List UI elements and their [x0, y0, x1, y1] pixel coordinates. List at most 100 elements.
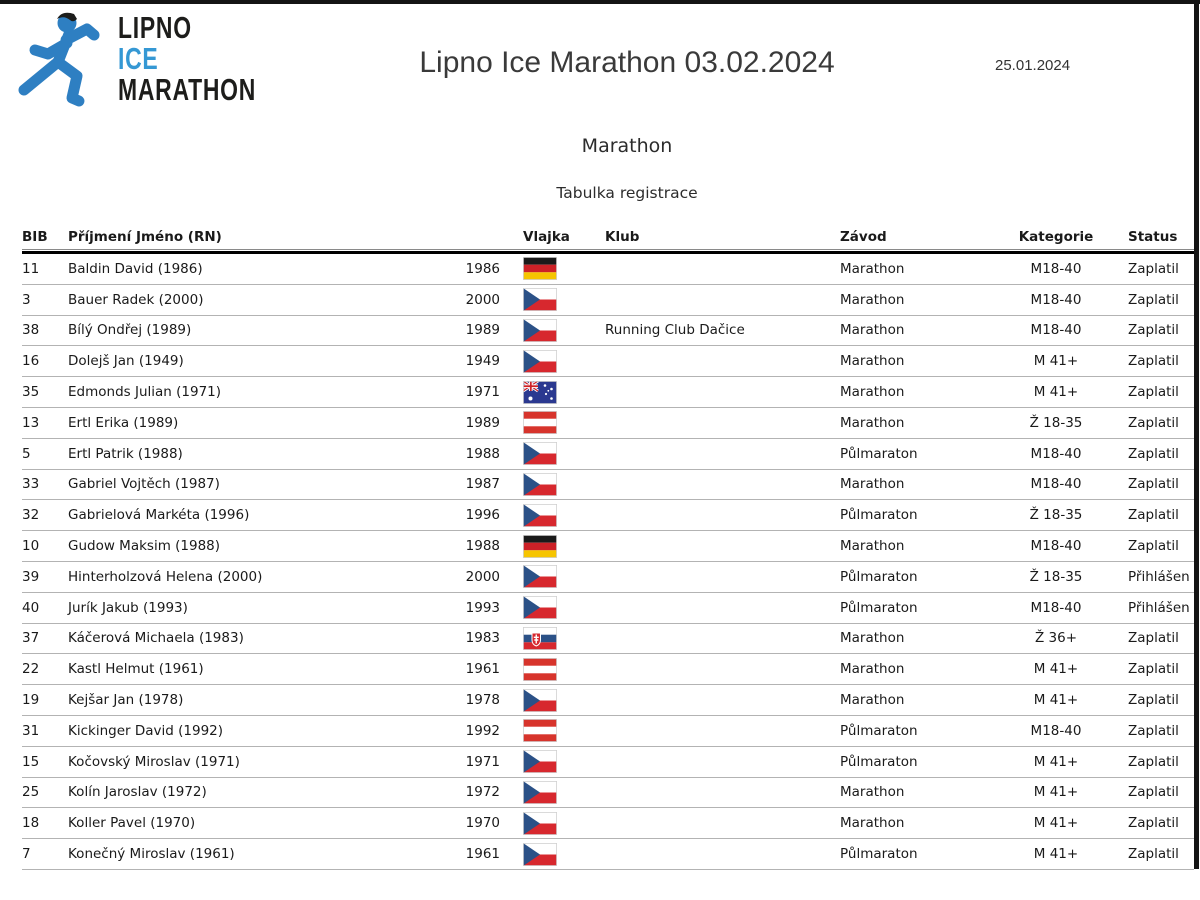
- name-cell: Gabrielová Markéta (1996): [68, 507, 250, 524]
- flag-icon-austria: [523, 654, 579, 684]
- name-cell: Dolejš Jan (1949): [68, 353, 184, 370]
- year-cell: 1972: [465, 784, 500, 801]
- flag-icon-germany: [523, 531, 579, 561]
- name-cell: Gudow Maksim (1988): [68, 538, 221, 555]
- year-cell: 1987: [465, 476, 500, 493]
- status-cell: Přihlášen: [1128, 599, 1190, 616]
- table-row: 13 Ertl Erika (1989) 1989 Marathon Ž 18-…: [22, 408, 1194, 439]
- klub-cell: Running Club Dačice: [605, 322, 745, 339]
- year-cell: 1970: [465, 815, 500, 832]
- status-cell: Zaplatil: [1128, 322, 1179, 339]
- kategorie-cell: M18-40: [1030, 599, 1082, 616]
- bib-cell: 16: [22, 353, 40, 370]
- zavod-cell: Půlmaraton: [840, 753, 918, 770]
- column-header-flag: Vlajka: [523, 229, 570, 245]
- table-row: 25 Kolín Jaroslav (1972) 1972 Marathon M…: [22, 778, 1194, 809]
- bib-cell: 31: [22, 722, 40, 739]
- zavod-cell: Marathon: [840, 784, 905, 801]
- zavod-cell: Půlmaraton: [840, 568, 918, 585]
- right-border: [1194, 0, 1199, 869]
- klub-cell: [605, 593, 837, 623]
- table-header-row: BIB Příjmení Jméno (RN) Vlajka Klub Závo…: [22, 226, 1194, 248]
- kategorie-cell: M18-40: [1030, 445, 1082, 462]
- status-cell: Zaplatil: [1128, 384, 1179, 401]
- table-row: 15 Kočovský Miroslav (1971) 1971 Půlmara…: [22, 747, 1194, 778]
- status-cell: Zaplatil: [1128, 846, 1179, 863]
- status-cell: Zaplatil: [1128, 414, 1179, 431]
- table-row: 7 Konečný Miroslav (1961) 1961 Půlmarato…: [22, 839, 1194, 870]
- bib-cell: 25: [22, 784, 40, 801]
- year-cell: 1988: [465, 538, 500, 555]
- runner-icon: [18, 12, 100, 107]
- zavod-cell: Marathon: [840, 630, 905, 647]
- name-cell: Jurík Jakub (1993): [68, 599, 188, 616]
- year-cell: 1986: [465, 260, 500, 277]
- bib-cell: 10: [22, 538, 40, 555]
- table-row: 31 Kickinger David (1992) 1992 Půlmarato…: [22, 716, 1194, 747]
- year-cell: 1949: [465, 353, 500, 370]
- top-border: [0, 0, 1200, 4]
- table-row: 39 Hinterholzová Helena (2000) 2000 Půlm…: [22, 562, 1194, 593]
- name-cell: Baldin David (1986): [68, 260, 203, 277]
- name-cell: Káčerová Michaela (1983): [68, 630, 244, 647]
- header-divider-thin: [22, 249, 1194, 250]
- year-cell: 1992: [465, 722, 500, 739]
- year-cell: 1961: [465, 846, 500, 863]
- flag-icon-czech-republic: [523, 747, 579, 777]
- logo-line-1: LIPNO: [118, 10, 192, 45]
- flag-icon-czech-republic: [523, 500, 579, 530]
- klub-cell: [605, 254, 837, 284]
- kategorie-cell: M 41+: [1033, 692, 1079, 709]
- name-cell: Edmonds Julian (1971): [68, 384, 222, 401]
- zavod-cell: Marathon: [840, 661, 905, 678]
- year-cell: 1989: [465, 414, 500, 431]
- zavod-cell: Marathon: [840, 692, 905, 709]
- table-row: 11 Baldin David (1986) 1986 Marathon M18…: [22, 254, 1194, 285]
- flag-icon-austria: [523, 716, 579, 746]
- zavod-cell: Půlmaraton: [840, 722, 918, 739]
- name-cell: Ertl Erika (1989): [68, 414, 179, 431]
- klub-cell: [605, 439, 837, 469]
- status-cell: Zaplatil: [1128, 630, 1179, 647]
- klub-cell: [605, 408, 837, 438]
- bib-cell: 35: [22, 384, 40, 401]
- name-cell: Bauer Radek (2000): [68, 291, 204, 308]
- flag-icon-czech-republic: [523, 839, 579, 869]
- logo-line-2: ICE: [118, 41, 159, 76]
- table-row: 22 Kastl Helmut (1961) 1961 Marathon M 4…: [22, 654, 1194, 686]
- logo-wordmark: LIPNO ICE MARATHON: [118, 12, 256, 105]
- table-row: 19 Kejšar Jan (1978) 1978 Marathon M 41+…: [22, 685, 1194, 716]
- klub-cell: [605, 654, 837, 684]
- table-caption: Tabulka registrace: [556, 184, 698, 202]
- kategorie-cell: M18-40: [1030, 322, 1082, 339]
- column-header-name: Příjmení Jméno (RN): [68, 229, 222, 245]
- table-row: 16 Dolejš Jan (1949) 1949 Marathon M 41+…: [22, 346, 1194, 378]
- kategorie-cell: M 41+: [1033, 661, 1079, 678]
- zavod-cell: Půlmaraton: [840, 507, 918, 524]
- table-row: 33 Gabriel Vojtěch (1987) 1987 Marathon …: [22, 470, 1194, 501]
- year-cell: 1988: [465, 445, 500, 462]
- status-cell: Zaplatil: [1128, 445, 1179, 462]
- zavod-cell: Marathon: [840, 384, 905, 401]
- flag-icon-czech-republic: [523, 778, 579, 808]
- flag-icon-austria: [523, 408, 579, 438]
- year-cell: 2000: [465, 291, 500, 308]
- status-cell: Zaplatil: [1128, 722, 1179, 739]
- year-cell: 1996: [465, 507, 500, 524]
- bib-cell: 19: [22, 692, 40, 709]
- status-cell: Zaplatil: [1128, 661, 1179, 678]
- bib-cell: 40: [22, 599, 40, 616]
- name-cell: Bílý Ondřej (1989): [68, 322, 192, 339]
- flag-icon-czech-republic: [523, 470, 579, 500]
- klub-cell: [605, 747, 837, 777]
- bib-cell: 37: [22, 630, 40, 647]
- name-cell: Kolín Jaroslav (1972): [68, 784, 207, 801]
- kategorie-cell: M18-40: [1030, 476, 1082, 493]
- logo-line-3: MARATHON: [118, 72, 257, 107]
- name-cell: Kejšar Jan (1978): [68, 692, 184, 709]
- kategorie-cell: M 41+: [1033, 815, 1079, 832]
- name-cell: Hinterholzová Helena (2000): [68, 568, 263, 585]
- klub-cell: [605, 562, 837, 592]
- bib-cell: 22: [22, 661, 40, 678]
- name-cell: Kickinger David (1992): [68, 722, 224, 739]
